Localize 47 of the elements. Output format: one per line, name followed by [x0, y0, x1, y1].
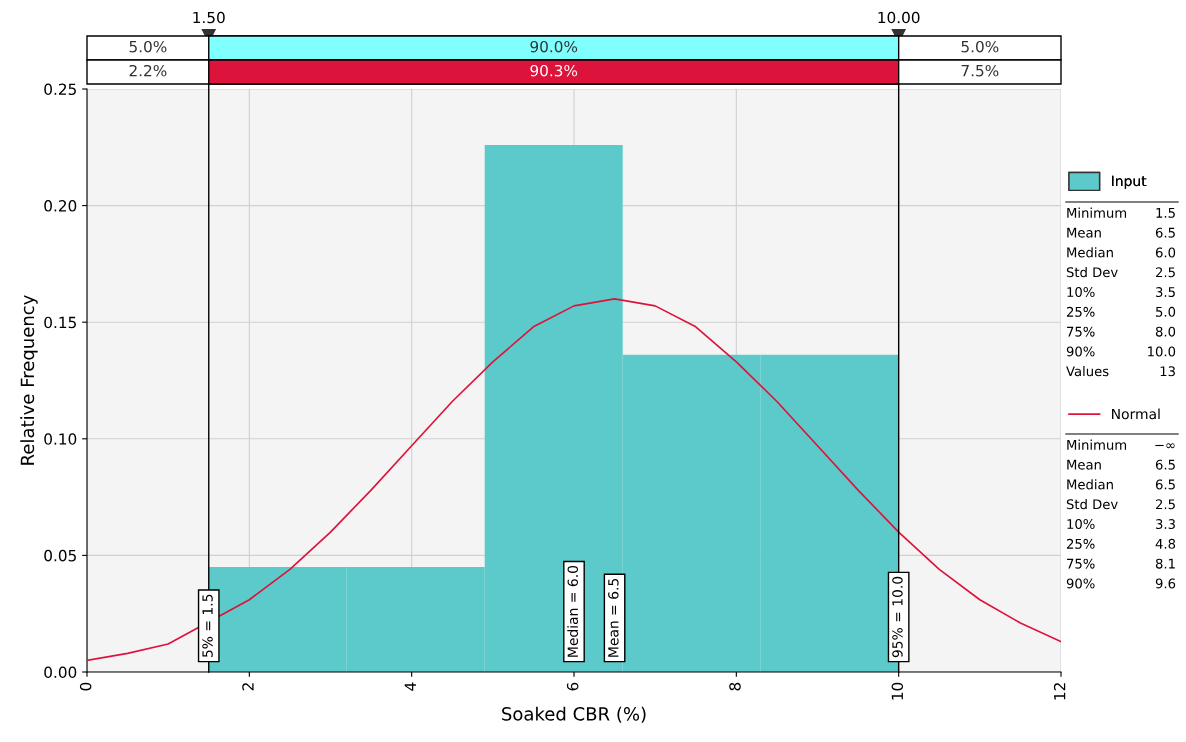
text: Median 6.0 [1067, 247, 1176, 258]
y-tick-label: 0.10 [44, 433, 77, 445]
text: Std Dev 2.5 [1066, 267, 1175, 278]
text: 90.3% [530, 64, 578, 77]
text: 25% 5.0 [1066, 306, 1176, 317]
text: Mean 6.5 [1067, 459, 1175, 470]
text: Values 13 [1066, 366, 1175, 377]
text: Median 6.5 [1067, 479, 1175, 490]
text: Minimum 1.5 [1067, 207, 1175, 218]
y-tick-label: 0.25 [44, 83, 76, 96]
text: 90% 9.6 [1066, 578, 1176, 589]
text: Std Dev 2.5 [1066, 499, 1175, 510]
text: 5.0% [961, 40, 999, 53]
text: 90% 10.0 [1066, 346, 1176, 357]
x-tick-label: 4 [404, 682, 416, 691]
text: 10% 3.3 [1067, 519, 1175, 530]
x-tick-label: 10 [891, 682, 904, 700]
text: 7.5% [961, 64, 999, 77]
x-tick-label: 8 [729, 682, 741, 691]
x-tick-label: 12 [1053, 683, 1066, 700]
y-tick-label: 0.00 [44, 666, 77, 679]
text: 75% 8.0 [1067, 326, 1176, 337]
text: 2.2% [129, 64, 167, 77]
y-tick-label: 0.05 [44, 549, 76, 562]
x-tick-label: 0 [79, 682, 92, 691]
ref-line-label: 1.50 [193, 11, 225, 24]
ref-line-label: 10.00 [878, 11, 920, 24]
y-tick-label: 0.20 [44, 200, 77, 212]
text: Mean 6.5 [1067, 227, 1175, 238]
line-series [87, 298, 1061, 662]
annotation: Mean = 6.5 [608, 578, 619, 657]
text: 25% 4.8 [1066, 538, 1176, 549]
annotation: 95% = 10.0 [892, 576, 903, 658]
text: 75% 8.1 [1067, 558, 1175, 569]
text: 5.0% [129, 40, 167, 53]
y-axis-title: Relative Frequency [20, 295, 38, 465]
x-tick-label: 6 [566, 682, 579, 691]
x-tick-label: 2 [242, 683, 254, 691]
annotation: 5% = 1.5 [202, 594, 213, 658]
text: 90.0% [530, 40, 578, 53]
y-tick-label: 0.15 [44, 316, 76, 329]
legend-label: Input [1112, 175, 1147, 189]
text: 10% 3.5 [1067, 287, 1175, 298]
x-axis-title: Soaked CBR (%) [502, 706, 646, 723]
annotation: Median = 6.0 [567, 565, 579, 657]
text: Minimum −∞ [1067, 439, 1175, 450]
legend-label: Normal [1112, 408, 1160, 420]
